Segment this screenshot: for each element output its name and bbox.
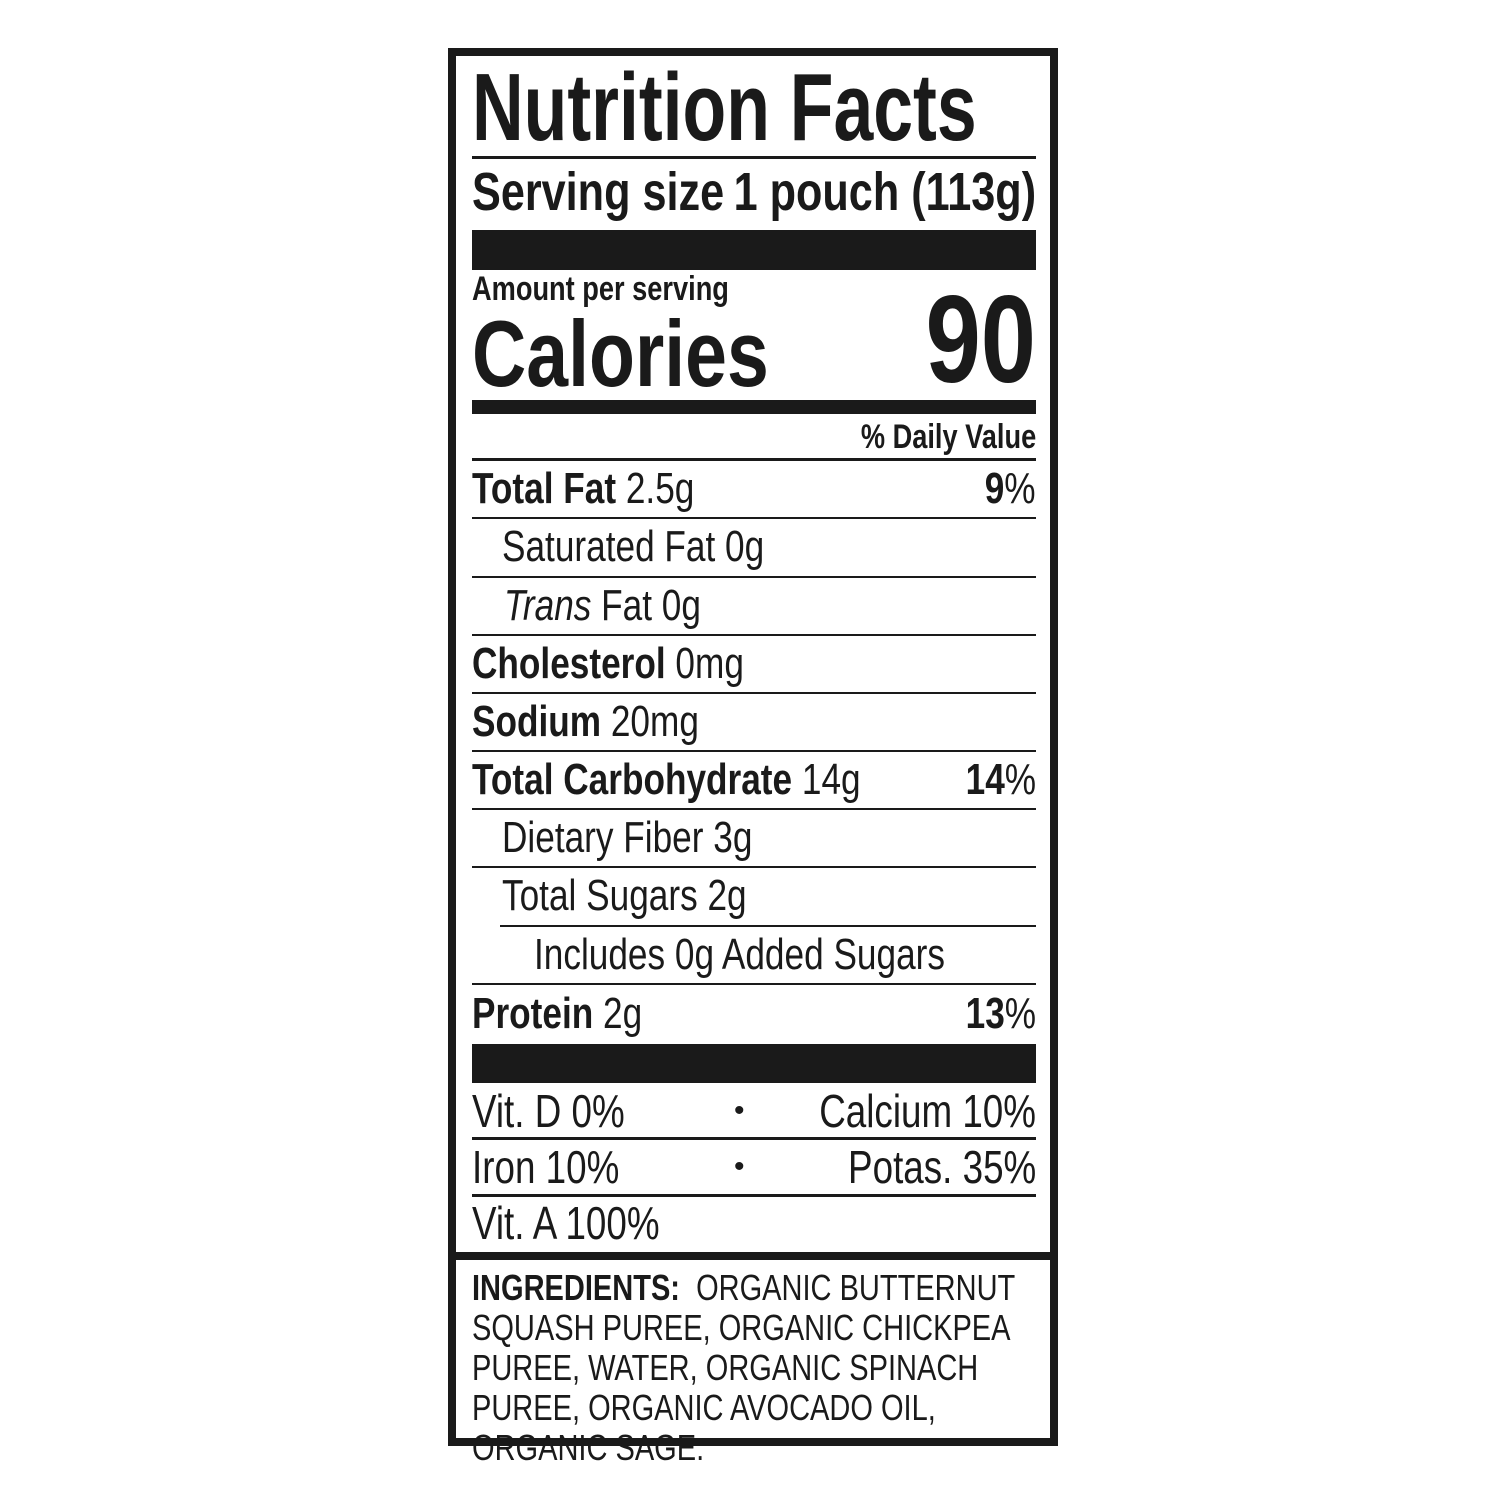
serving-size-label: Serving size [472, 162, 725, 222]
nutrient-row-protein: Protein 2g 13% [472, 989, 1036, 1038]
vitamin-row: Iron 10% • Potas. 35% [472, 1141, 1036, 1193]
divider [472, 983, 1036, 985]
divider [472, 458, 1036, 461]
nutrient-row-total-carbohydrate: Total Carbohydrate 14g 14% [472, 755, 1036, 804]
divider [472, 156, 1036, 159]
nutrient-row-total-fat: Total Fat 2.5g 9% [472, 464, 1036, 513]
ingredients-label: INGREDIENTS: [472, 1267, 680, 1308]
vitamin-row: Vit. D 0% • Calcium 10% [472, 1085, 1036, 1137]
nutrient-row-sodium: Sodium 20mg [472, 697, 699, 746]
thick-divider [472, 400, 1036, 414]
section-divider [448, 1252, 1058, 1260]
divider [472, 1194, 1036, 1197]
ingredients-text: ORGANIC BUTTERNUT SQUASH PUREE, ORGANIC … [472, 1267, 1015, 1468]
divider [472, 634, 1036, 636]
nutrient-row-saturated-fat: Saturated Fat 0g [502, 522, 765, 571]
serving-size-value: 1 pouch (113g) [733, 162, 1036, 222]
divider [500, 925, 1036, 927]
ingredients: INGREDIENTS: ORGANIC BUTTERNUT SQUASH PU… [472, 1268, 1036, 1468]
daily-value-header: % Daily Value [860, 418, 1036, 456]
nutrient-row-trans-fat: Trans Fat 0g [504, 581, 701, 630]
divider [472, 517, 1036, 519]
label-title: Nutrition Facts [472, 54, 977, 161]
nutrient-row-added-sugars: Includes 0g Added Sugars [534, 930, 945, 979]
divider [472, 750, 1036, 752]
calories-value: 90 [925, 271, 1036, 409]
amount-per-serving: Amount per serving [472, 270, 729, 308]
nutrition-label [448, 48, 1058, 1446]
divider [472, 808, 1036, 810]
divider [472, 866, 1036, 868]
divider [472, 692, 1036, 694]
divider [472, 576, 1036, 578]
nutrient-row-cholesterol: Cholesterol 0mg [472, 639, 744, 688]
calories-label: Calories [472, 301, 769, 406]
nutrient-row-dietary-fiber: Dietary Fiber 3g [502, 813, 753, 862]
nutrient-row-total-sugars: Total Sugars 2g [502, 871, 747, 920]
thick-divider [472, 230, 1036, 270]
divider [472, 1137, 1036, 1140]
vitamin-row: Vit. A 100% [472, 1197, 660, 1249]
thick-divider [472, 1044, 1036, 1083]
